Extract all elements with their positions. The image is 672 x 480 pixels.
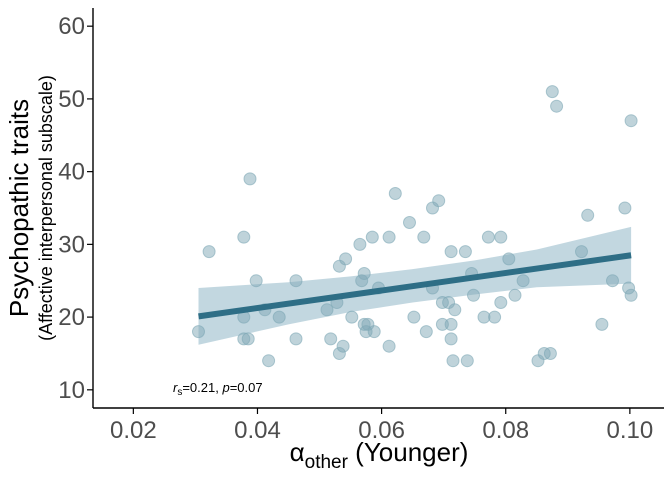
- data-point: [237, 230, 251, 244]
- data-point: [262, 354, 276, 368]
- data-point: [595, 317, 609, 331]
- data-point: [336, 339, 350, 353]
- y-ticks: 10 20 30 40 50 60: [58, 13, 93, 404]
- regression-line: [198, 252, 632, 320]
- y-tick-label: 60: [58, 13, 85, 40]
- data-point: [367, 325, 381, 339]
- y-axis-subtitle: (Affective interpersonal subscale): [36, 75, 56, 341]
- y-tick-label: 50: [58, 86, 85, 113]
- data-point: [241, 332, 255, 346]
- data-point: [320, 303, 334, 317]
- data-point: [550, 99, 564, 113]
- data-point: [357, 267, 371, 280]
- data-point: [575, 245, 588, 259]
- data-point: [494, 230, 508, 244]
- x-tick-label: 0.02: [110, 417, 157, 444]
- data-point: [382, 339, 396, 353]
- x-tick-label: 0.04: [234, 417, 281, 444]
- data-point: [353, 237, 367, 251]
- y-tick-label: 10: [58, 377, 85, 404]
- data-point: [382, 230, 396, 244]
- data-point: [516, 274, 530, 288]
- data-point: [624, 114, 638, 128]
- data-point: [289, 274, 303, 288]
- x-tick-label: 0.06: [358, 417, 405, 444]
- fit-line-layer: [198, 252, 632, 320]
- data-point: [432, 194, 446, 208]
- data-point: [467, 288, 480, 302]
- data-point: [502, 252, 516, 266]
- data-point: [339, 252, 353, 266]
- data-point: [272, 310, 286, 324]
- data-point: [419, 325, 433, 339]
- data-point: [448, 303, 462, 317]
- data-point: [446, 354, 460, 368]
- x-axis-title: αother (Younger): [290, 437, 469, 473]
- data-point: [545, 85, 559, 99]
- y-tick-label: 20: [58, 304, 85, 331]
- data-point: [365, 230, 379, 244]
- data-point: [192, 325, 205, 339]
- data-point: [624, 288, 638, 302]
- y-axis-title: Psychopathic traits: [4, 99, 34, 317]
- data-point: [444, 317, 458, 331]
- y-tick-label: 30: [58, 231, 85, 258]
- data-point: [543, 347, 557, 360]
- points-layer: [192, 85, 638, 368]
- data-point: [458, 245, 472, 259]
- data-point: [249, 274, 263, 288]
- data-point: [606, 274, 619, 288]
- data-point: [460, 354, 474, 368]
- data-point: [324, 332, 338, 346]
- y-tick-label: 40: [58, 159, 85, 186]
- data-point: [417, 230, 431, 244]
- data-point: [618, 201, 632, 215]
- data-point: [444, 332, 458, 346]
- data-point: [488, 310, 502, 324]
- data-point: [581, 208, 595, 222]
- data-point: [407, 310, 421, 324]
- data-point: [202, 245, 216, 259]
- data-point: [243, 172, 257, 186]
- data-point: [289, 332, 303, 346]
- data-point: [403, 216, 416, 229]
- x-ticks: 0.02 0.04 0.06 0.08 0.10: [110, 408, 653, 444]
- x-tick-label: 0.08: [482, 417, 529, 444]
- data-point: [494, 296, 508, 309]
- correlation-annotation: rs=0.21, p=0.07: [173, 380, 263, 398]
- data-point: [345, 310, 359, 324]
- data-point: [388, 187, 402, 200]
- x-tick-label: 0.10: [607, 417, 654, 444]
- data-point: [444, 245, 458, 259]
- data-point: [508, 288, 522, 302]
- data-point: [481, 230, 495, 244]
